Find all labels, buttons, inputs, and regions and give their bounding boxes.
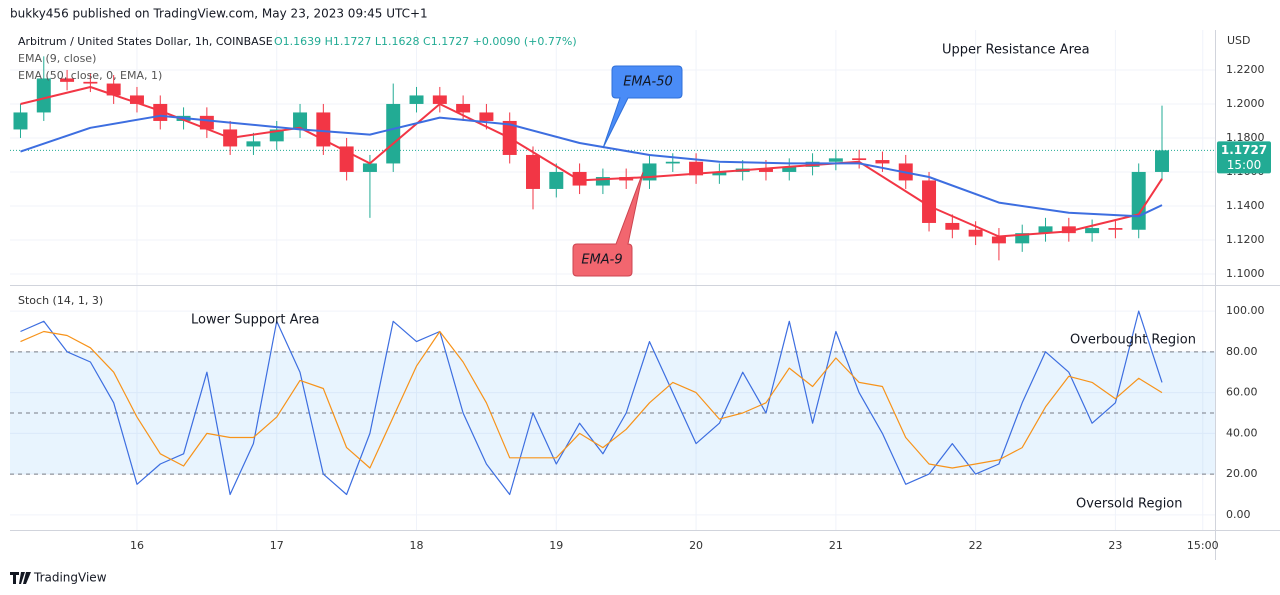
candle-body (595, 177, 610, 186)
tradingview-logo (10, 572, 31, 584)
ema-50-legend: EMA (50, close, 0, EMA, 1) (18, 69, 162, 82)
last-price-label: 1.1727 (1221, 143, 1267, 157)
candle-body (129, 95, 144, 104)
x-tick-label: 18 (410, 539, 424, 552)
publisher-line: bukky456 published on TradingView.com, M… (10, 7, 428, 21)
candle-body (432, 95, 447, 104)
y-tick-label: 20.00 (1226, 467, 1258, 480)
candle-body (549, 171, 564, 189)
y-tick-label: 1.1400 (1226, 199, 1265, 212)
annotation: Lower Support Area (191, 313, 320, 328)
ema-9-callout (572, 171, 644, 277)
candle-body (36, 78, 51, 113)
x-tick-label: 17 (270, 539, 284, 552)
annotation: EMA-50 (623, 75, 673, 90)
y-tick-label: 100.00 (1226, 304, 1265, 317)
candle-body (991, 236, 1006, 244)
candle-body (945, 222, 960, 230)
candle-body (13, 112, 28, 130)
x-tick-label: 23 (1108, 539, 1122, 552)
y-tick-label: 60.00 (1226, 386, 1258, 399)
line-series (20, 86, 1163, 238)
candle-body (479, 112, 494, 121)
candle-body (362, 163, 377, 172)
last-price-tag (1217, 141, 1271, 174)
symbol: Arbitrum / United States Dollar, 1h, COI… (18, 35, 273, 48)
x-tick-label: 15:00 (1187, 539, 1219, 552)
x-tick-label: 19 (549, 539, 563, 552)
line-series (20, 114, 1163, 218)
x-tick-label: 22 (969, 539, 983, 552)
countdown-label: 15:00 (1227, 158, 1262, 172)
ema-50-callout (602, 65, 683, 149)
candle-body (572, 171, 587, 186)
candle-body (782, 166, 797, 172)
ema-9-legend: EMA (9, close) (18, 52, 96, 65)
x-tick-label: 16 (130, 539, 144, 552)
candle-body (1108, 228, 1123, 230)
annotation: Upper Resistance Area (942, 43, 1090, 58)
candle-body (1061, 226, 1076, 234)
line-series (20, 330, 1163, 469)
y-tick-label: 0.00 (1226, 508, 1251, 521)
candle-body (339, 146, 354, 172)
ohlc: O1.1639 H1.1727 L1.1628 C1.1727 +0.0090 … (274, 35, 577, 48)
candle-body (269, 129, 284, 142)
annotation: EMA-9 (581, 253, 622, 268)
candle-body (386, 103, 401, 164)
candle-body (852, 158, 867, 161)
candle-body (83, 81, 98, 84)
candle-body (409, 95, 424, 104)
candle-body (1131, 171, 1146, 230)
annotation: Overbought Region (1070, 333, 1196, 348)
axis-unit: USD (1227, 34, 1251, 47)
candle-body (968, 229, 983, 237)
x-tick-label: 21 (829, 539, 843, 552)
candle-body (293, 112, 308, 130)
annotation: Oversold Region (1076, 497, 1183, 512)
y-tick-label: 1.1200 (1226, 233, 1265, 246)
candle-body (106, 83, 121, 96)
y-tick-label: 1.1800 (1226, 131, 1265, 144)
candle-body (712, 171, 727, 176)
candle-body (1155, 150, 1169, 172)
x-tick-label: 20 (689, 539, 703, 552)
candle-body (828, 158, 843, 162)
line-series (20, 310, 1163, 496)
footer-brand: TradingView (33, 571, 107, 585)
candle-body (60, 78, 75, 82)
y-tick-label: 40.00 (1226, 426, 1258, 439)
candle-body (875, 160, 890, 164)
candle-body (1038, 226, 1053, 234)
y-tick-label: 1.1000 (1226, 267, 1265, 280)
candle-body (526, 154, 540, 189)
candle-body (922, 180, 937, 223)
candle-body (1085, 228, 1100, 234)
candle-body (246, 141, 261, 147)
marks (10, 56, 1215, 496)
candle-body (1015, 233, 1030, 244)
candle-body (689, 161, 704, 176)
stoch-legend: Stoch (14, 1, 3) (18, 294, 103, 307)
candle-body (456, 103, 471, 113)
y-tick-label: 1.2200 (1226, 63, 1265, 76)
grid (10, 30, 1215, 530)
candle-body (758, 168, 773, 172)
candle-body (665, 161, 680, 164)
y-tick-label: 80.00 (1226, 345, 1258, 358)
header-bar (0, 0, 1280, 28)
y-tick-label: 1.2000 (1226, 97, 1265, 110)
